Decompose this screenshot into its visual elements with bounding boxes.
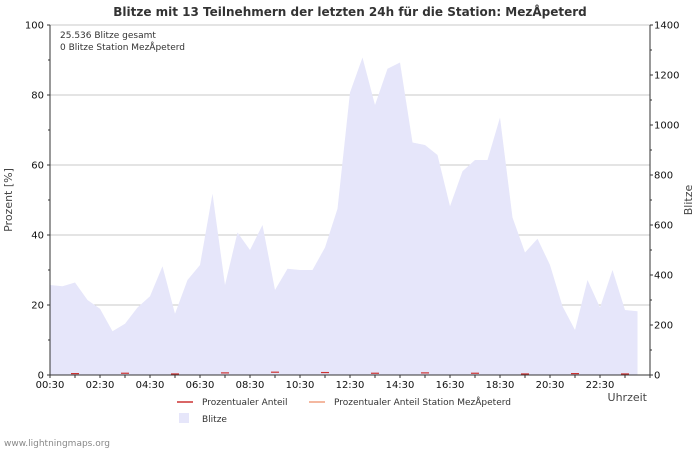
y-left-label: Prozent [%]	[2, 168, 15, 232]
info-station: 0 Blitze Station MezÅ peterd	[60, 41, 185, 53]
x-tick-label: 00:30	[36, 380, 65, 391]
y-right-tick-label: 800	[654, 171, 673, 182]
chart: Blitze mit 13 Teilnehmern der letzten 24…	[0, 0, 700, 450]
y-left-tick-label: 0	[38, 371, 44, 382]
legend-swatch-blitze	[179, 413, 189, 423]
x-axis-label: Uhrzeit	[608, 391, 648, 404]
y-right-tick-label: 600	[654, 221, 673, 232]
y-right-tick-label: 1000	[654, 121, 679, 132]
y-right-tick-label: 200	[654, 321, 673, 332]
y-right-tick-label: 1400	[654, 21, 679, 32]
x-tick-label: 20:30	[536, 380, 565, 391]
info-total: 25.536 Blitze gesamt	[60, 31, 156, 41]
y-left-tick-label: 40	[31, 231, 44, 242]
y-right-tick-label: 0	[654, 371, 660, 382]
y-right-label: Blitze	[682, 185, 695, 216]
legend-label-blitze: Blitze	[202, 415, 227, 425]
x-ticks: 00:30 02:30 04:30 06:30 08:30 10:30 12:30 14:30…	[36, 375, 650, 391]
x-tick-label: 22:30	[586, 380, 615, 391]
x-tick-label: 08:30	[236, 380, 265, 391]
x-tick-label: 04:30	[136, 380, 165, 391]
y-left-tick-label: 80	[31, 91, 44, 102]
y-right-tick-label: 1200	[654, 71, 679, 82]
footer-credit: www.lightningmaps.org	[4, 439, 110, 449]
x-tick-label: 14:30	[386, 380, 415, 391]
x-tick-label: 16:30	[436, 380, 465, 391]
y-left-tick-label: 100	[25, 21, 44, 32]
legend-label-percent: Prozentualer Anteil	[202, 398, 288, 408]
y-left-ticks: 0 20 40 60 80 100	[25, 21, 50, 382]
x-tick-label: 10:30	[286, 380, 315, 391]
x-tick-label: 12:30	[336, 380, 365, 391]
y-right-tick-label: 400	[654, 271, 673, 282]
legend-label-station: Prozentualer Anteil Station MezÅ peterd	[334, 396, 511, 408]
x-tick-label: 02:30	[86, 380, 115, 391]
x-tick-label: 06:30	[186, 380, 215, 391]
x-tick-label: 18:30	[486, 380, 515, 391]
y-left-tick-label: 60	[31, 161, 44, 172]
chart-title: Blitze mit 13 Teilnehmern der letzten 24…	[113, 4, 587, 19]
y-left-tick-label: 20	[31, 301, 44, 312]
y-right-ticks: 0 200 400 600 800 1000 1200 1400	[650, 21, 679, 382]
